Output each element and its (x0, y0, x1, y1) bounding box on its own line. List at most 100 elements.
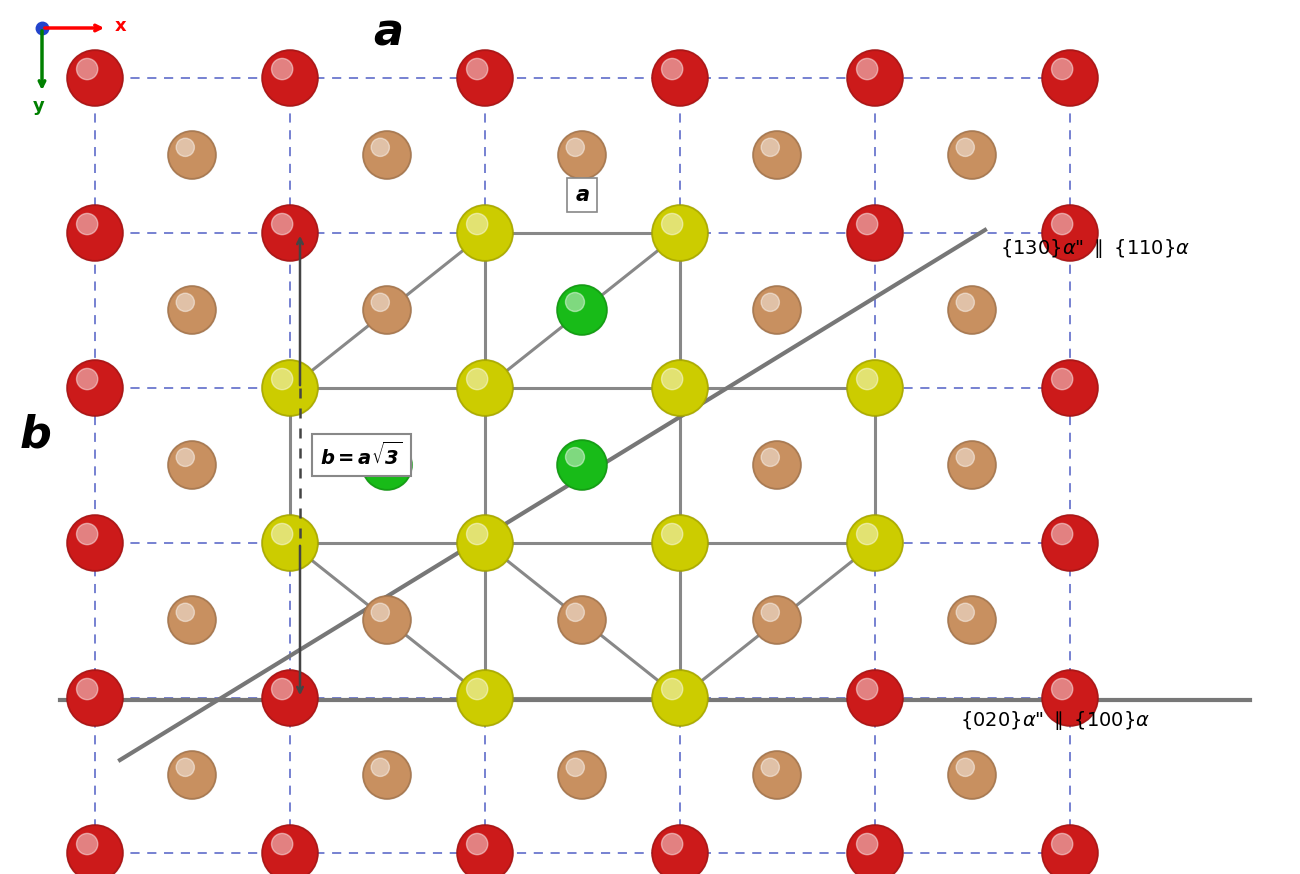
Circle shape (753, 286, 801, 334)
Circle shape (77, 678, 98, 700)
Circle shape (77, 524, 98, 545)
Circle shape (653, 360, 709, 416)
Circle shape (653, 50, 709, 106)
Circle shape (957, 759, 975, 776)
Circle shape (372, 603, 390, 621)
Circle shape (168, 596, 216, 644)
Text: $\bfit{b} = \bfit{a}\sqrt{3}$: $\bfit{b} = \bfit{a}\sqrt{3}$ (320, 441, 403, 468)
Circle shape (458, 825, 514, 874)
Circle shape (957, 293, 975, 311)
Circle shape (848, 205, 903, 261)
Circle shape (77, 834, 98, 855)
Circle shape (957, 603, 975, 621)
Circle shape (263, 205, 318, 261)
Circle shape (558, 441, 606, 489)
Circle shape (566, 447, 585, 467)
Circle shape (467, 678, 488, 700)
Circle shape (467, 524, 488, 545)
Circle shape (957, 138, 975, 156)
Circle shape (263, 825, 318, 874)
Text: {020}$\alpha$" $\parallel$ {100}$\alpha$: {020}$\alpha$" $\parallel$ {100}$\alpha$ (959, 709, 1150, 732)
Circle shape (458, 670, 514, 726)
Circle shape (272, 59, 292, 80)
Circle shape (168, 131, 216, 179)
Circle shape (567, 603, 585, 621)
Circle shape (653, 205, 709, 261)
Circle shape (662, 213, 683, 235)
Circle shape (1043, 205, 1098, 261)
Text: x: x (114, 17, 126, 35)
Circle shape (567, 448, 585, 467)
Circle shape (566, 293, 585, 311)
Circle shape (1043, 825, 1098, 874)
Circle shape (168, 751, 216, 799)
Circle shape (957, 448, 975, 467)
Circle shape (662, 59, 683, 80)
Circle shape (857, 59, 878, 80)
Circle shape (556, 440, 607, 490)
Circle shape (272, 213, 292, 235)
Circle shape (363, 596, 411, 644)
Circle shape (848, 50, 903, 106)
Circle shape (372, 138, 390, 156)
Text: $\bfit{a}$: $\bfit{a}$ (373, 10, 402, 53)
Circle shape (458, 360, 514, 416)
Circle shape (68, 205, 124, 261)
Circle shape (272, 678, 292, 700)
Circle shape (948, 751, 996, 799)
Circle shape (370, 447, 390, 467)
Circle shape (948, 286, 996, 334)
Circle shape (77, 369, 98, 390)
Circle shape (272, 834, 292, 855)
Text: $\bfit{b}$: $\bfit{b}$ (20, 413, 51, 456)
Circle shape (857, 369, 878, 390)
Circle shape (653, 515, 709, 571)
Circle shape (848, 670, 903, 726)
Circle shape (558, 131, 606, 179)
Circle shape (753, 131, 801, 179)
Circle shape (1052, 678, 1072, 700)
Circle shape (458, 205, 514, 261)
Circle shape (1043, 50, 1098, 106)
Circle shape (1052, 834, 1072, 855)
Circle shape (1052, 369, 1072, 390)
Circle shape (467, 834, 488, 855)
Circle shape (68, 50, 124, 106)
Circle shape (263, 515, 318, 571)
Circle shape (762, 603, 780, 621)
Circle shape (168, 286, 216, 334)
Circle shape (363, 131, 411, 179)
Circle shape (1052, 213, 1072, 235)
Circle shape (653, 670, 709, 726)
Circle shape (1043, 360, 1098, 416)
Circle shape (363, 751, 411, 799)
Circle shape (68, 515, 124, 571)
Text: $\bfit{a}$: $\bfit{a}$ (575, 185, 589, 205)
Circle shape (567, 293, 585, 311)
Circle shape (753, 596, 801, 644)
Circle shape (168, 441, 216, 489)
Circle shape (363, 286, 411, 334)
Circle shape (263, 50, 318, 106)
Circle shape (1043, 670, 1098, 726)
Circle shape (753, 751, 801, 799)
Circle shape (948, 131, 996, 179)
Circle shape (77, 59, 98, 80)
Circle shape (848, 825, 903, 874)
Circle shape (848, 515, 903, 571)
Circle shape (857, 678, 878, 700)
Circle shape (567, 138, 585, 156)
Circle shape (857, 524, 878, 545)
Circle shape (68, 825, 124, 874)
Circle shape (662, 369, 683, 390)
Circle shape (177, 448, 195, 467)
Circle shape (1052, 524, 1072, 545)
Circle shape (948, 441, 996, 489)
Circle shape (372, 448, 390, 467)
Circle shape (467, 213, 488, 235)
Text: {130}$\alpha$" $\parallel$ {110}$\alpha$: {130}$\alpha$" $\parallel$ {110}$\alpha$ (1000, 237, 1191, 260)
Circle shape (177, 138, 195, 156)
Circle shape (753, 441, 801, 489)
Circle shape (1043, 515, 1098, 571)
Circle shape (857, 213, 878, 235)
